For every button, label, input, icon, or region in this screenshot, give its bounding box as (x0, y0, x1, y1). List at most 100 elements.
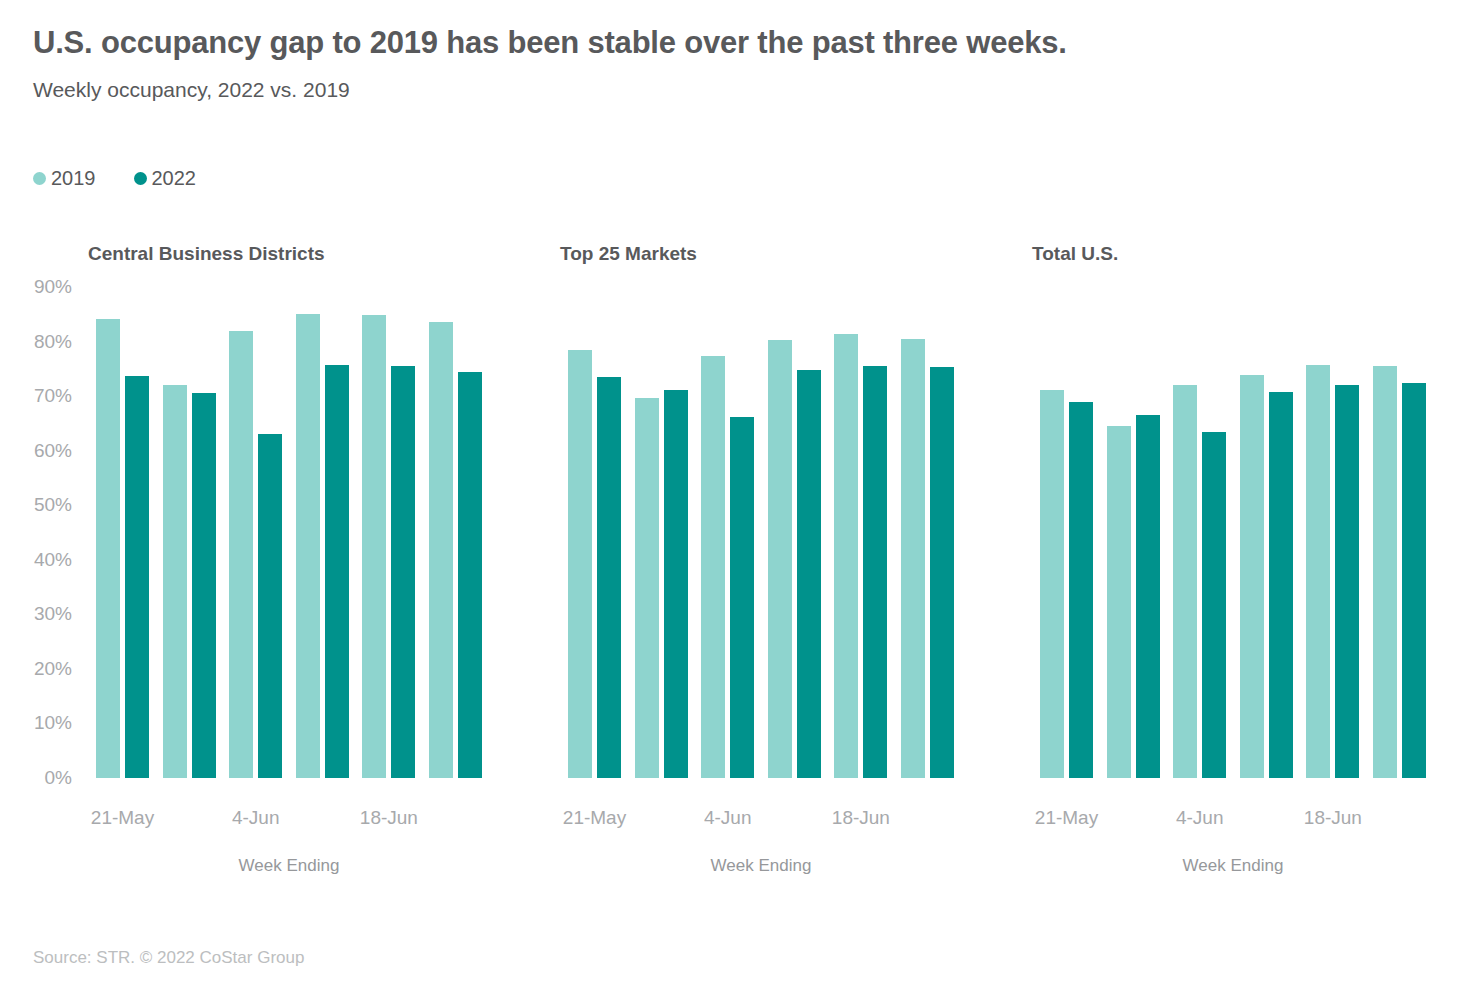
x-axis: 21-May4-Jun18-Jun (568, 806, 954, 830)
x-axis-title: Week Ending (96, 856, 482, 876)
x-axis-title: Week Ending (568, 856, 954, 876)
bar-2019 (296, 314, 320, 778)
bars-area (1040, 287, 1426, 778)
panel-title: Central Business Districts (88, 242, 482, 266)
x-axis-title: Week Ending (1040, 856, 1426, 876)
bar-group (768, 340, 821, 778)
bar-2022 (391, 366, 415, 778)
bar-2022 (458, 372, 482, 778)
plot-area: 0%10%20%30%40%50%60%70%80%90% (96, 287, 482, 778)
x-tick-label: 21-May (91, 806, 154, 830)
x-tick-label: 4-Jun (704, 806, 752, 830)
bar-group (362, 315, 415, 778)
x-tick-label: 4-Jun (232, 806, 280, 830)
bar-group (1107, 415, 1160, 778)
panel-title: Top 25 Markets (560, 242, 954, 266)
y-axis: 0%10%20%30%40%50%60%70%80%90% (8, 287, 72, 778)
legend: 2019 2022 (33, 166, 1469, 190)
bar-2022 (1335, 385, 1359, 778)
bar-2019 (901, 339, 925, 778)
bar-group (1373, 366, 1426, 778)
y-tick-label: 70% (34, 385, 72, 407)
bar-2022 (1202, 432, 1226, 778)
bar-2019 (1040, 390, 1064, 778)
bar-group (1173, 385, 1226, 778)
bar-2019 (96, 319, 120, 778)
y-tick-label: 80% (34, 331, 72, 353)
bar-group (429, 322, 482, 778)
bar-2022 (930, 367, 954, 778)
plot-area (568, 287, 954, 778)
bar-2019 (362, 315, 386, 778)
bar-2019 (701, 356, 725, 778)
y-tick-label: 10% (34, 712, 72, 734)
bar-2022 (1136, 415, 1160, 778)
bar-2022 (1402, 383, 1426, 778)
bar-2022 (664, 390, 688, 778)
bar-group (96, 319, 149, 778)
bar-2019 (834, 334, 858, 778)
chart-title: U.S. occupancy gap to 2019 has been stab… (33, 24, 1436, 62)
bar-2019 (429, 322, 453, 778)
bar-2022 (258, 434, 282, 778)
legend-item-2019: 2019 (33, 167, 96, 190)
bar-group (901, 339, 954, 778)
bar-group (163, 385, 216, 778)
y-tick-label: 60% (34, 440, 72, 462)
x-tick-label: 18-Jun (832, 806, 890, 830)
bar-2019 (1306, 365, 1330, 778)
legend-item-2022: 2022 (134, 167, 197, 190)
x-axis: 21-May4-Jun18-Jun (1040, 806, 1426, 830)
legend-label: 2022 (152, 167, 197, 190)
bar-group (701, 356, 754, 778)
bar-2019 (1373, 366, 1397, 778)
y-tick-label: 40% (34, 549, 72, 571)
x-tick-label: 21-May (1035, 806, 1098, 830)
y-tick-label: 0% (45, 767, 72, 789)
bar-2022 (1069, 402, 1093, 778)
chart-page: U.S. occupancy gap to 2019 has been stab… (0, 0, 1469, 986)
panel-total-u-s: Total U.S.21-May4-Jun18-JunWeek Ending (1040, 242, 1426, 876)
bar-2022 (125, 376, 149, 778)
legend-dot-2022 (134, 172, 147, 185)
y-tick-label: 20% (34, 658, 72, 680)
bar-group (229, 331, 282, 778)
bar-group (834, 334, 887, 778)
y-tick-label: 90% (34, 276, 72, 298)
bar-2022 (597, 377, 621, 778)
legend-label: 2019 (51, 167, 96, 190)
panel-central-business-districts: Central Business Districts0%10%20%30%40%… (96, 242, 482, 876)
panel-top-25-markets: Top 25 Markets21-May4-Jun18-JunWeek Endi… (568, 242, 954, 876)
bar-group (296, 314, 349, 778)
bars-area (96, 287, 482, 778)
bar-2022 (325, 365, 349, 778)
bar-2019 (768, 340, 792, 778)
bar-group (568, 350, 621, 778)
x-axis: 21-May4-Jun18-Jun (96, 806, 482, 830)
x-tick-label: 21-May (563, 806, 626, 830)
bar-2022 (797, 370, 821, 778)
bar-group (1306, 365, 1359, 778)
bar-2019 (1173, 385, 1197, 778)
bar-2019 (229, 331, 253, 778)
bar-2019 (1240, 375, 1264, 778)
x-tick-label: 18-Jun (360, 806, 418, 830)
bar-group (1040, 390, 1093, 778)
bar-2022 (1269, 392, 1293, 778)
x-tick-label: 4-Jun (1176, 806, 1224, 830)
x-tick-label: 18-Jun (1304, 806, 1362, 830)
y-tick-label: 30% (34, 603, 72, 625)
charts-row: Central Business Districts0%10%20%30%40%… (96, 242, 1469, 876)
bar-2022 (863, 366, 887, 778)
bar-2019 (1107, 426, 1131, 778)
bars-area (568, 287, 954, 778)
plot-area (1040, 287, 1426, 778)
y-tick-label: 50% (34, 494, 72, 516)
bar-group (1240, 375, 1293, 778)
bar-2019 (163, 385, 187, 778)
legend-dot-2019 (33, 172, 46, 185)
bar-group (635, 390, 688, 778)
source-note: Source: STR. © 2022 CoStar Group (33, 948, 304, 968)
bar-2019 (568, 350, 592, 778)
chart-subtitle: Weekly occupancy, 2022 vs. 2019 (33, 76, 1436, 104)
